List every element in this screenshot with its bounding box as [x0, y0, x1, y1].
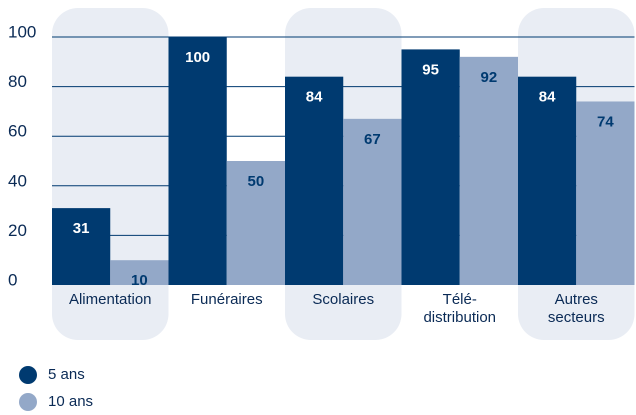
bar	[343, 118, 402, 285]
legend-swatch	[19, 366, 37, 384]
value-label: 10	[131, 272, 148, 289]
value-label: 67	[364, 131, 381, 148]
y-tick-label: 40	[8, 171, 27, 190]
y-tick-label: 20	[8, 221, 27, 240]
y-tick-label: 0	[8, 270, 17, 289]
x-tick-label: Scolaires	[312, 291, 375, 308]
value-label: 92	[481, 69, 498, 86]
x-tick-label: Télé- distribution	[423, 291, 497, 326]
legend-swatch	[19, 393, 37, 411]
legend-label: 5 ans	[48, 366, 85, 383]
value-label: 100	[185, 49, 210, 66]
y-tick-label: 80	[8, 72, 27, 91]
bar	[576, 101, 635, 285]
x-tick-label: Funéraires	[190, 291, 263, 308]
value-label: 50	[248, 173, 265, 190]
value-label: 84	[539, 89, 556, 106]
y-tick-label: 60	[8, 122, 27, 141]
y-tick-label: 100	[8, 22, 36, 41]
value-label: 74	[597, 113, 614, 130]
bar	[110, 260, 169, 285]
bar	[518, 76, 577, 286]
bar	[459, 56, 518, 286]
x-tick-label: Alimentation	[68, 291, 152, 308]
bar	[401, 49, 460, 286]
bar	[226, 161, 285, 285]
value-label: 95	[422, 61, 439, 78]
legend-label: 10 ans	[48, 393, 93, 410]
bar	[168, 37, 227, 285]
value-label: 31	[73, 220, 90, 237]
value-label: 84	[306, 89, 323, 106]
x-tick-label: Autres secteurs	[547, 291, 605, 326]
bar	[52, 208, 111, 285]
bar	[285, 76, 344, 286]
